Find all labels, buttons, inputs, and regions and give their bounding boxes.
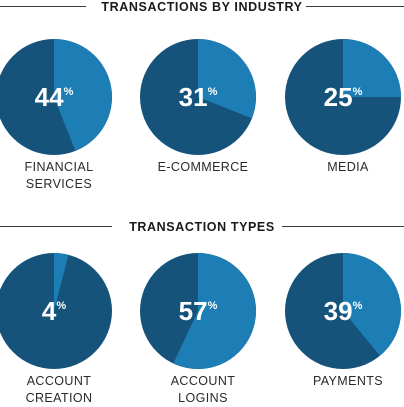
- pie-value-unit: %: [56, 300, 66, 312]
- pie-svg: 25%: [285, 39, 401, 155]
- pie-slice-value: [343, 253, 401, 356]
- pie-chart: 57% ACCOUNT LOGINS: [138, 251, 268, 405]
- pie-category-label-line: MEDIA: [327, 160, 369, 174]
- title-rule-right: [306, 6, 404, 7]
- title-rule-right: [282, 226, 404, 227]
- pie-chart: 39% PAYMENTS: [283, 251, 404, 388]
- title-rule-left: [0, 226, 112, 227]
- pie-svg: 57%: [140, 253, 256, 369]
- pie-value-label: 57%: [179, 296, 218, 326]
- pie-slice-value: [54, 39, 113, 151]
- pie-value-number: 57: [179, 296, 208, 326]
- pie-category-label-line: LOGINS: [178, 391, 228, 405]
- section-title-types: TRANSACTION TYPES: [0, 220, 404, 234]
- pie-value-number: 4: [42, 296, 57, 326]
- pie-value-label: 44%: [35, 82, 74, 112]
- pie-svg: 4%: [0, 253, 112, 369]
- pie-value-label: 31%: [179, 82, 218, 112]
- pie-category-label: PAYMENTS: [273, 373, 404, 390]
- pie-chart: 44% FINANCIAL SERVICES: [0, 37, 124, 191]
- pie-value-label: 4%: [42, 296, 66, 326]
- pie-value-number: 25: [324, 82, 353, 112]
- pie-category-label-line: FINANCIAL: [24, 160, 94, 174]
- pie-slice-remainder: [0, 253, 112, 369]
- pie-chart: 31% E-COMMERCE: [138, 37, 268, 174]
- pie-category-label-line: ACCOUNT: [170, 374, 236, 388]
- pie-category-label: E-COMMERCE: [128, 159, 278, 176]
- pie-category-label-line: E-COMMERCE: [157, 160, 249, 174]
- pie-category-label: ACCOUNT LOGINS: [128, 373, 278, 407]
- pie-value-label: 25%: [324, 82, 363, 112]
- pie-value-unit: %: [64, 86, 74, 98]
- pie-chart: 25% MEDIA: [283, 37, 404, 174]
- section-title-industry: TRANSACTIONS BY INDUSTRY: [0, 0, 404, 14]
- pie-svg: 39%: [285, 253, 401, 369]
- pie-category-label-line: ACCOUNT: [26, 374, 92, 388]
- section-title-text: TRANSACTION TYPES: [129, 220, 275, 234]
- pie-chart: 4% ACCOUNT CREATION: [0, 251, 124, 405]
- pie-slice-value: [343, 39, 401, 97]
- pie-category-label-line: SERVICES: [25, 177, 93, 191]
- pie-svg: 31%: [140, 39, 257, 155]
- pie-value-number: 44: [35, 82, 64, 112]
- pie-slice-value: [54, 253, 69, 311]
- pie-value-unit: %: [353, 86, 363, 98]
- pie-category-label: ACCOUNT CREATION: [0, 373, 134, 407]
- pie-value-unit: %: [208, 86, 218, 98]
- pie-category-label: FINANCIAL SERVICES: [0, 159, 134, 193]
- pie-value-unit: %: [353, 300, 363, 312]
- pie-category-label-line: CREATION: [25, 391, 93, 405]
- pie-value-label: 39%: [324, 296, 363, 326]
- pie-value-number: 39: [324, 296, 353, 326]
- pie-category-label-line: PAYMENTS: [312, 374, 384, 388]
- pie-slice-value: [198, 39, 257, 119]
- pie-category-label: MEDIA: [273, 159, 404, 176]
- pie-value-number: 31: [179, 82, 208, 112]
- pie-value-unit: %: [208, 300, 218, 312]
- pie-slice-value: [173, 253, 256, 369]
- pie-svg: 44%: [0, 39, 113, 155]
- title-rule-left: [0, 6, 86, 7]
- section-title-text: TRANSACTIONS BY INDUSTRY: [101, 0, 303, 14]
